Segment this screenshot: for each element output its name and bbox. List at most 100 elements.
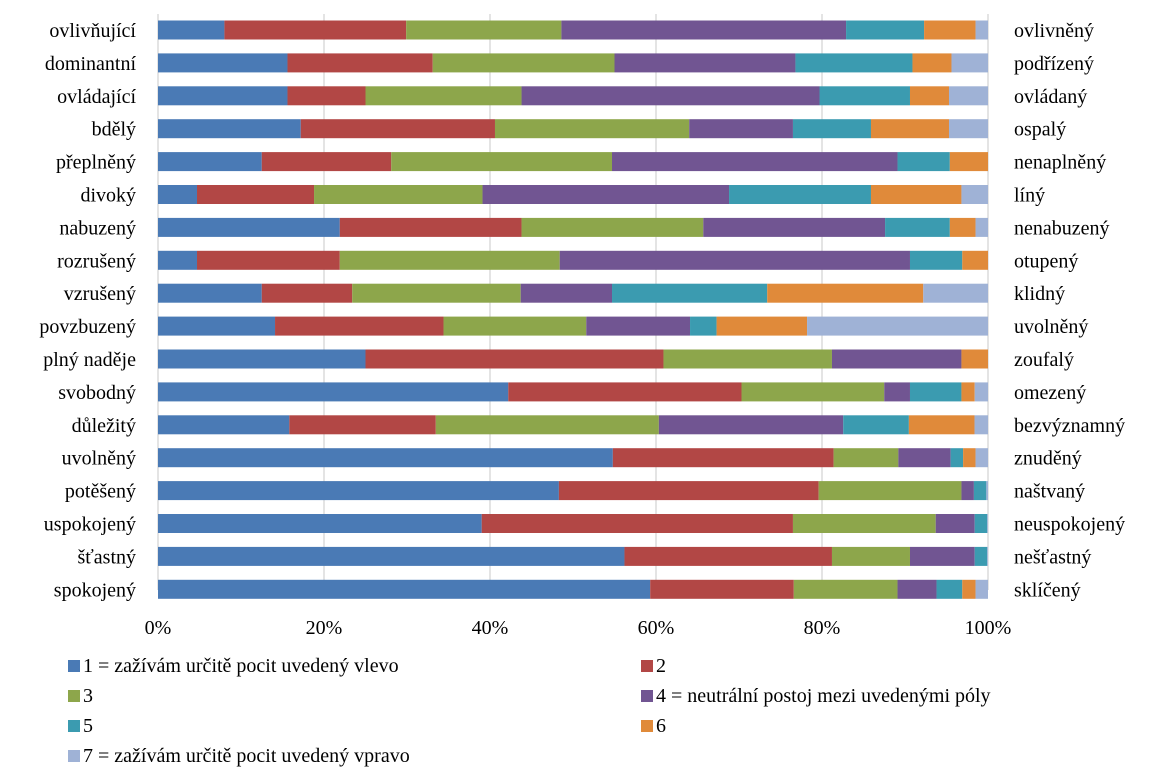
bar-segment-s3-r2 xyxy=(432,53,615,73)
bar-segment-s4-r4 xyxy=(689,119,793,139)
bar-segment-s6-r11 xyxy=(961,349,988,369)
left-label: nabuzený xyxy=(59,217,136,239)
bar-segment-s1-r2 xyxy=(158,53,288,73)
bar-segment-s2-r4 xyxy=(300,119,495,139)
bar-segment-s1-r8 xyxy=(158,250,198,270)
legend-label: 5 xyxy=(83,715,93,737)
bar-segment-s7-r2 xyxy=(951,53,988,73)
bar-segment-s6-r13 xyxy=(908,415,975,435)
bar-segment-s1-r13 xyxy=(158,415,290,435)
bar-segment-s1-r12 xyxy=(158,382,509,402)
bar-segment-s2-r7 xyxy=(339,217,522,237)
bar-segment-s1-r5 xyxy=(158,152,262,172)
bar-segment-s4-r2 xyxy=(614,53,796,73)
bar-segment-s2-r14 xyxy=(612,448,834,468)
left-label: ovlivňující xyxy=(49,20,136,42)
legend-swatch xyxy=(68,750,80,762)
bar-segment-s2-r11 xyxy=(365,349,664,369)
bar-segment-s4-r6 xyxy=(482,185,730,204)
bar-segment-s4-r3 xyxy=(521,86,820,106)
left-label: svobodný xyxy=(58,382,136,404)
legend-swatch xyxy=(641,660,653,672)
bar-segment-s5-r12 xyxy=(909,382,962,402)
legend-label: 4 = neutrální postoj mezi uvedenými póly xyxy=(656,685,991,707)
bar-segment-s6-r14 xyxy=(963,448,976,468)
bar-segment-s2-r12 xyxy=(508,382,742,402)
left-label: důležitý xyxy=(72,415,136,437)
bar-segment-s4-r8 xyxy=(559,250,910,270)
bar-segment-s7-r12 xyxy=(974,382,988,402)
bar-segment-s7-r3 xyxy=(948,86,988,106)
right-label: sklíčený xyxy=(1014,579,1081,601)
bar-segment-s7-r7 xyxy=(975,217,988,237)
left-label: spokojený xyxy=(54,579,136,601)
bar-segment-s4-r18 xyxy=(897,579,937,599)
left-label: vzrušený xyxy=(64,283,136,305)
bar-segment-s6-r10 xyxy=(716,316,808,336)
bar-segment-s5-r5 xyxy=(897,152,950,172)
bar-segment-s6-r18 xyxy=(962,579,976,599)
bar-segment-s5-r3 xyxy=(819,86,910,106)
legend: 1 = zažívám určitě pocit uvedený vlevo 2 3… xyxy=(68,655,991,767)
bars xyxy=(158,20,988,599)
left-label: přeplněný xyxy=(56,152,136,174)
bar-segment-s7-r18 xyxy=(975,579,988,599)
bar-segment-s6-r3 xyxy=(909,86,949,106)
left-label: divoký xyxy=(80,185,136,207)
bar-segment-s4-r9 xyxy=(520,283,613,303)
legend-label: 7 = zažívám určitě pocit uvedený vpravo xyxy=(83,745,410,767)
left-label: ovládající xyxy=(57,86,136,108)
bar-segment-s7-r14 xyxy=(975,448,988,468)
bar-segment-s7-r16 xyxy=(987,514,988,533)
bar-segment-s1-r14 xyxy=(158,448,613,468)
bar-segment-s3-r16 xyxy=(792,514,936,533)
legend-label: 1 = zažívám určitě pocit uvedený vlevo xyxy=(83,655,399,677)
right-label: naštvaný xyxy=(1014,481,1085,503)
bar-segment-s7-r1 xyxy=(975,20,988,40)
bar-segment-s4-r1 xyxy=(561,20,847,40)
left-label: rozrušený xyxy=(57,250,136,272)
bar-segment-s5-r6 xyxy=(729,185,871,204)
bar-segment-s2-r6 xyxy=(197,185,315,204)
right-label: nenaplněný xyxy=(1014,152,1106,174)
bar-segment-s3-r10 xyxy=(443,316,587,336)
right-label: neuspokojený xyxy=(1014,514,1125,536)
bar-segment-s2-r15 xyxy=(558,481,819,501)
bar-segment-s2-r16 xyxy=(481,514,793,533)
bar-segment-s6-r9 xyxy=(767,283,924,303)
bar-segment-s2-r13 xyxy=(289,415,436,435)
x-tick-label: 60% xyxy=(638,617,675,639)
bar-segment-s5-r13 xyxy=(843,415,909,435)
bar-segment-s6-r4 xyxy=(870,119,949,139)
bar-segment-s1-r15 xyxy=(158,481,559,501)
bar-segment-s2-r1 xyxy=(224,20,407,40)
right-label: omezený xyxy=(1014,382,1086,404)
bar-segment-s1-r11 xyxy=(158,349,366,369)
bar-segment-s5-r4 xyxy=(792,119,871,139)
bar-segment-s3-r8 xyxy=(339,250,560,270)
bar-segment-s1-r9 xyxy=(158,283,262,303)
bar-segment-s3-r12 xyxy=(741,382,885,402)
bar-segment-s3-r15 xyxy=(818,481,962,501)
bar-segment-s5-r7 xyxy=(885,217,950,237)
bar-segment-s2-r17 xyxy=(624,546,832,566)
bar-segment-s2-r10 xyxy=(275,316,444,336)
bar-segment-s7-r15 xyxy=(986,481,988,501)
right-label: bezvýznamný xyxy=(1014,415,1125,437)
left-label: uvolněný xyxy=(62,448,136,470)
bar-segment-s6-r1 xyxy=(924,20,976,40)
right-label: klidný xyxy=(1014,283,1065,305)
bar-segment-s3-r3 xyxy=(365,86,522,106)
bar-segment-s3-r1 xyxy=(406,20,562,40)
bar-segment-s6-r7 xyxy=(949,217,976,237)
bar-segment-s5-r15 xyxy=(973,481,987,501)
left-category-labels: ovlivňující dominantní ovládající bdělý přep… xyxy=(39,20,136,601)
bar-segment-s3-r5 xyxy=(391,152,613,172)
bar-segment-s4-r15 xyxy=(961,481,974,501)
legend-swatch xyxy=(641,720,653,732)
right-label: znuděný xyxy=(1014,448,1082,470)
bar-segment-s2-r18 xyxy=(650,579,794,599)
bar-segment-s2-r8 xyxy=(197,250,340,270)
right-label: ovládaný xyxy=(1014,86,1087,108)
